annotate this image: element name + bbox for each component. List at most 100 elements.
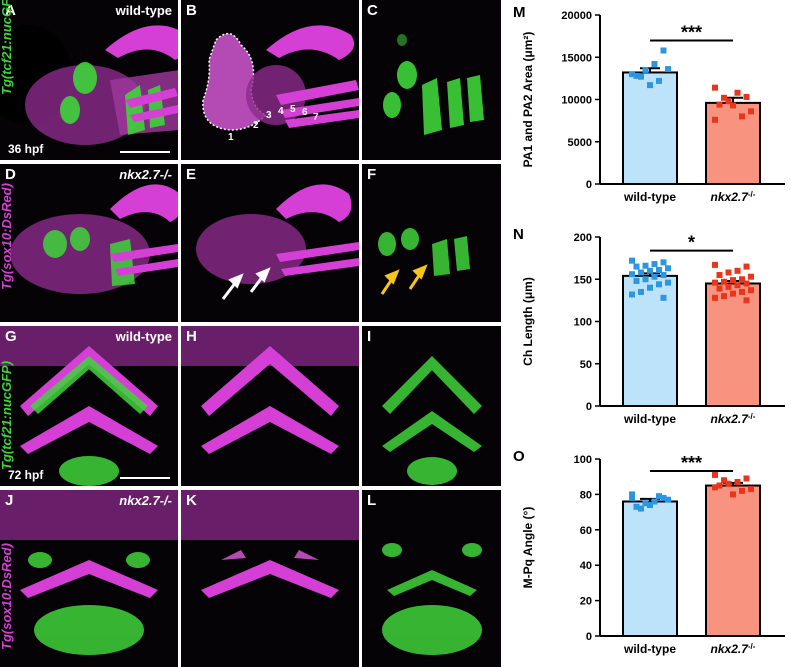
data-point: [730, 290, 736, 297]
bar: [622, 274, 678, 408]
arrow-icon: [221, 267, 271, 300]
micrograph-h: [181, 326, 359, 454]
scale-bar: [120, 477, 170, 479]
panel-b: B 1 2 3 4 5 6 7: [181, 0, 359, 160]
data-point: [651, 261, 658, 268]
panel-label: L: [367, 492, 377, 509]
data-point: [665, 265, 671, 272]
data-point: [734, 282, 741, 289]
data-point: [734, 89, 741, 96]
data-point: [642, 276, 649, 283]
panel-e: E: [181, 164, 359, 322]
data-point: [739, 288, 745, 295]
panel-c: C: [362, 0, 501, 160]
bar: [622, 500, 678, 638]
panel-label: D: [5, 166, 16, 183]
data-point: [638, 73, 644, 80]
data-point: [721, 477, 727, 484]
micrograph-b: [202, 25, 359, 131]
x-tick-label: nkx2.7-/-: [711, 412, 756, 427]
data-point: [712, 471, 718, 478]
micrograph-d: [10, 184, 178, 294]
panel-l: L: [362, 490, 501, 667]
arch-number: 5: [290, 104, 296, 115]
chart-n: N 0 50 100 150 200 Ch Length (μm) wild-type nkx…: [505, 222, 791, 437]
arrow-icon: [380, 264, 428, 295]
data-point: [651, 498, 658, 505]
bar: [622, 71, 678, 185]
data-point: [748, 108, 754, 115]
micrograph-c: [383, 34, 484, 135]
data-point: [633, 263, 640, 270]
data-point: [656, 77, 662, 84]
side-label-sox10: Tg(sox10:DsRed): [0, 183, 14, 290]
panel-d: D nkx2.7-/-: [0, 164, 178, 322]
data-point: [656, 266, 662, 273]
data-point: [743, 93, 750, 100]
panel-j: J nkx2.7-/-: [0, 490, 178, 667]
side-label-sox10: Tg(sox10:DsRed): [0, 543, 14, 650]
bar-chart: 0 5000 10000 15000 20000 PA1 and PA2 Area (μm…: [521, 10, 785, 204]
data-point: [743, 263, 750, 270]
data-point: [651, 273, 658, 280]
data-point: [647, 267, 653, 274]
data-point: [739, 276, 745, 283]
data-point: [743, 475, 750, 482]
data-point: [739, 487, 745, 494]
micrograph-i: [382, 356, 482, 485]
arch-number: 1: [228, 132, 234, 143]
y-tick-label: 0: [586, 631, 592, 643]
data-point: [638, 269, 644, 276]
y-axis-label: M-Pq Angle (°): [521, 507, 535, 589]
x-tick-label: wild-type: [623, 190, 676, 204]
y-tick-label: 100: [574, 317, 592, 329]
panel-a: A wild-type 36 hpf: [0, 0, 178, 160]
y-tick-label: 200: [574, 232, 592, 244]
data-point: [743, 297, 750, 304]
data-point: [665, 279, 671, 286]
bar: [705, 484, 761, 637]
panel-i: I: [362, 326, 501, 486]
panel-label: K: [186, 492, 197, 509]
panel-label: H: [186, 328, 197, 345]
side-label-tcf21: Tg(tcf21:nucGFP): [0, 0, 14, 95]
y-tick-label: 20000: [561, 10, 592, 22]
chart-m: M 0 5000 10000 15000 20000 PA1 and PA2 Area (…: [505, 0, 791, 215]
y-tick-label: 20: [580, 596, 592, 608]
data-point: [748, 273, 754, 280]
genotype-label: nkx2.7-/-: [119, 167, 172, 182]
y-tick-label: 40: [580, 560, 592, 572]
data-point: [651, 61, 658, 68]
data-point: [665, 496, 671, 503]
micrograph-g: [0, 326, 178, 486]
data-point: [629, 71, 635, 78]
micrograph-a: [0, 25, 178, 145]
chart-o: O 0 20 40 60 80 100 M-Pq Angle (°) wild-type nkx…: [505, 444, 791, 667]
y-tick-label: 15000: [561, 52, 592, 64]
y-axis-label: Ch Length (μm): [521, 277, 535, 366]
micrograph-e: [196, 184, 359, 300]
panel-label: F: [367, 166, 377, 183]
data-point: [712, 261, 718, 268]
x-tick-label: wild-type: [623, 412, 676, 426]
data-point: [721, 94, 727, 101]
data-point: [730, 102, 736, 109]
data-point: [629, 291, 635, 298]
data-point: [629, 494, 635, 501]
data-point: [716, 285, 723, 292]
stage-label: 36 hpf: [8, 142, 44, 156]
genotype-label: wild-type: [115, 329, 172, 344]
data-point: [665, 66, 671, 73]
arch-number: 2: [253, 120, 259, 131]
data-point: [647, 82, 653, 89]
x-tick-label: wild-type: [623, 642, 676, 656]
significance-label: ***: [681, 22, 702, 42]
y-tick-label: 80: [580, 489, 592, 501]
data-point: [712, 484, 718, 491]
data-point: [647, 502, 653, 509]
data-point: [748, 287, 754, 294]
genotype-label: nkx2.7-/-: [119, 493, 172, 508]
panel-label: A: [5, 2, 16, 19]
panel-f: F: [362, 164, 501, 322]
